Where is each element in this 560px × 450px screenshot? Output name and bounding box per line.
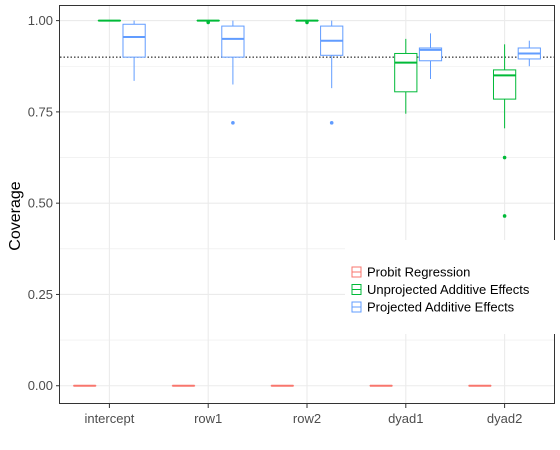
x-axis: intercept row1 row2 dyad1 dyad2 <box>84 404 522 426</box>
outlier-point <box>502 155 507 160</box>
box-projected-additive-effects <box>221 20 245 125</box>
legend-label: Probit Regression <box>367 265 470 280</box>
y-tick-label: 0.00 <box>28 378 53 393</box>
outlier-point <box>329 121 334 125</box>
box-projected-additive-effects <box>418 33 443 80</box>
box-unprojected-additive-effects <box>492 44 517 218</box>
box-unprojected-additive-effects <box>196 19 220 25</box>
x-tick-label: row2 <box>293 411 321 426</box>
outlier-point <box>305 20 309 25</box>
x-tick-label: dyad1 <box>388 411 423 426</box>
outlier-point <box>502 214 507 218</box>
y-tick-label: 1.00 <box>28 13 53 28</box>
y-axis: 0.00 0.25 0.50 0.75 1.00 <box>28 13 60 393</box>
x-tick-label: intercept <box>84 411 134 426</box>
boxplot-marks <box>73 19 541 387</box>
legend: Probit Regression Unprojected Additive Ef… <box>345 240 557 334</box>
box-projected-additive-effects <box>517 40 541 67</box>
x-tick-label: row1 <box>194 411 222 426</box>
x-tick-label: dyad2 <box>487 411 522 426</box>
box-unprojected-additive-effects <box>295 19 319 25</box>
box-body <box>418 47 443 62</box>
y-axis-title: Coverage <box>7 181 24 250</box>
outlier-point <box>206 20 210 25</box>
box-body <box>122 23 146 58</box>
box-body <box>221 25 245 58</box>
y-tick-label: 0.50 <box>28 196 53 211</box>
box-body <box>394 52 418 93</box>
box-projected-additive-effects <box>122 20 146 81</box>
y-tick-label: 0.25 <box>28 287 53 302</box>
legend-label: Unprojected Additive Effects <box>367 282 530 297</box>
y-tick-label: 0.75 <box>28 104 53 119</box>
legend-background <box>345 240 557 334</box>
outlier-point <box>231 121 235 125</box>
box-body <box>492 69 517 100</box>
box-projected-additive-effects <box>320 20 344 125</box>
legend-label: Projected Additive Effects <box>367 300 515 315</box>
box-unprojected-additive-effects <box>394 38 418 114</box>
plot-panel-border <box>59 5 555 404</box>
grid-lines <box>60 6 554 404</box>
